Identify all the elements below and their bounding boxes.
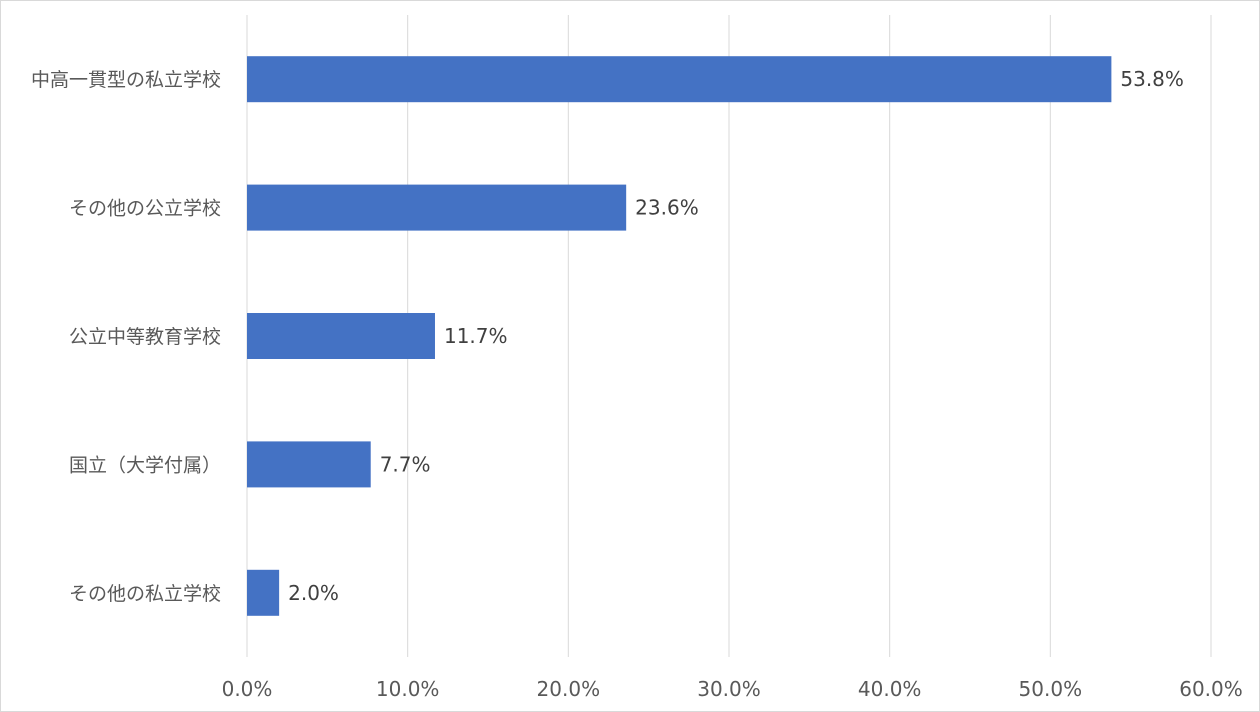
x-tick-label: 20.0% [537,677,601,701]
labels: 0.0% 10.0% 20.0% 30.0% 40.0% 50.0% 60.0% 中高一貫型の… [31,67,1243,701]
category-label: 公立中等教育学校 [69,326,221,348]
bar [247,56,1112,103]
x-tick-label: 30.0% [697,677,761,701]
x-tick-label: 60.0% [1179,677,1243,701]
data-label: 2.0% [288,581,339,605]
x-tick-label: 40.0% [858,677,922,701]
bar [247,441,371,488]
category-label: 中高一貫型の私立学校 [31,69,221,91]
bar [247,313,435,359]
category-label: その他の私立学校 [69,583,221,605]
bar [247,569,280,616]
gridlines [246,15,1212,657]
data-label: 23.6% [635,196,699,220]
data-label: 11.7% [444,324,508,348]
bars [247,56,1112,616]
data-label: 7.7% [380,452,431,476]
bar [247,184,627,231]
x-tick-label: 10.0% [376,677,440,701]
data-label: 53.8% [1120,67,1184,91]
x-tick-label: 0.0% [222,677,273,701]
x-tick-label: 50.0% [1019,677,1083,701]
category-label: その他の公立学校 [69,198,221,220]
category-label: 国立（大学付属） [69,454,221,476]
